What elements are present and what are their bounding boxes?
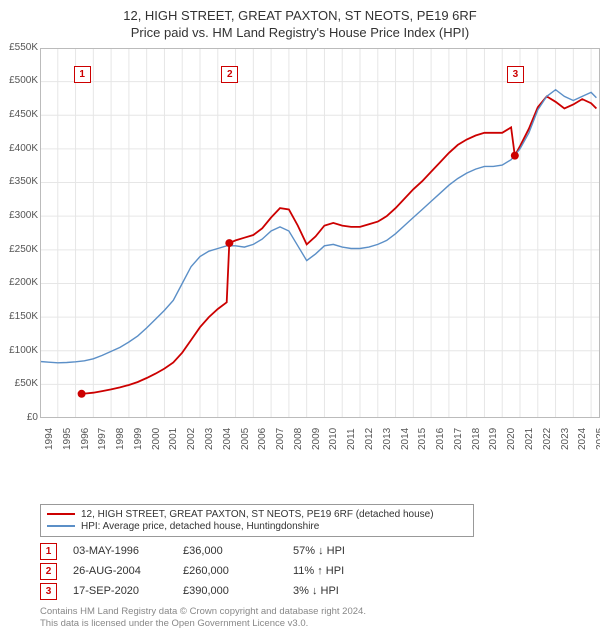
x-tick-label: 2008 [293,428,304,450]
title-line2: Price paid vs. HM Land Registry's House … [10,25,590,42]
event-row: 3 17-SEP-2020 £390,000 3% ↓ HPI [40,583,590,600]
chart-marker: 1 [74,66,91,83]
x-tick-label: 2012 [364,428,375,450]
y-tick-label: £100K [4,345,38,356]
x-tick-label: 2005 [240,428,251,450]
event-date: 03-MAY-1996 [73,545,183,557]
x-tick-label: 2020 [506,428,517,450]
chart-title: 12, HIGH STREET, GREAT PAXTON, ST NEOTS,… [10,8,590,42]
legend-label: HPI: Average price, detached house, Hunt… [81,521,319,532]
x-tick-label: 2014 [400,428,411,450]
y-tick-label: £500K [4,75,38,86]
x-axis-labels: 1994 1995 1996 1997 1998 1999 2000 2001 2002 2003… [40,418,590,458]
x-tick-label: 1998 [115,428,126,450]
x-tick-label: 2016 [435,428,446,450]
legend-item: 12, HIGH STREET, GREAT PAXTON, ST NEOTS,… [47,509,467,520]
x-tick-label: 2022 [542,428,553,450]
event-marker: 3 [40,583,57,600]
x-tick-label: 1994 [44,428,55,450]
y-tick-label: £0 [4,412,38,423]
x-tick-label: 2007 [275,428,286,450]
event-price: £260,000 [183,565,293,577]
x-tick-label: 2004 [222,428,233,450]
x-tick-label: 2024 [577,428,588,450]
chart-marker: 2 [221,66,238,83]
x-tick-label: 2015 [417,428,428,450]
event-row: 1 03-MAY-1996 £36,000 57% ↓ HPI [40,543,590,560]
x-tick-label: 1999 [133,428,144,450]
event-delta: 57% ↓ HPI [293,545,345,557]
legend-swatch [47,513,75,515]
x-tick-label: 1995 [62,428,73,450]
y-tick-label: £450K [4,109,38,120]
event-price: £390,000 [183,585,293,597]
legend-swatch [47,525,75,527]
event-delta: 11% ↑ HPI [293,565,344,577]
event-date: 17-SEP-2020 [73,585,183,597]
event-marker: 2 [40,563,57,580]
y-tick-label: £200K [4,277,38,288]
footer-line1: Contains HM Land Registry data © Crown c… [40,606,590,618]
chart-marker: 3 [507,66,524,83]
x-tick-label: 2017 [453,428,464,450]
x-tick-label: 2019 [488,428,499,450]
legend-label: 12, HIGH STREET, GREAT PAXTON, ST NEOTS,… [81,509,434,520]
y-tick-label: £300K [4,210,38,221]
x-tick-label: 1997 [97,428,108,450]
x-tick-label: 2011 [346,428,357,450]
x-tick-label: 2006 [257,428,268,450]
y-tick-label: £250K [4,244,38,255]
x-tick-label: 2009 [311,428,322,450]
y-tick-label: £50K [4,378,38,389]
x-tick-label: 2025 [595,428,600,450]
chart-svg [40,48,600,418]
event-date: 26-AUG-2004 [73,565,183,577]
x-tick-label: 2013 [382,428,393,450]
x-tick-label: 2000 [151,428,162,450]
chart: £0£50K£100K£150K£200K£250K£300K£350K£400… [40,48,600,418]
legend: 12, HIGH STREET, GREAT PAXTON, ST NEOTS,… [40,504,474,537]
event-delta: 3% ↓ HPI [293,585,339,597]
x-tick-label: 2023 [560,428,571,450]
x-tick-label: 2001 [168,428,179,450]
x-tick-label: 2003 [204,428,215,450]
legend-item: HPI: Average price, detached house, Hunt… [47,521,467,532]
x-tick-label: 2021 [524,428,535,450]
footer-line2: This data is licensed under the Open Gov… [40,618,590,630]
y-tick-label: £550K [4,42,38,53]
y-tick-label: £150K [4,311,38,322]
event-marker: 1 [40,543,57,560]
y-tick-label: £400K [4,143,38,154]
y-tick-label: £350K [4,176,38,187]
footer: Contains HM Land Registry data © Crown c… [40,606,590,630]
events-table: 1 03-MAY-1996 £36,000 57% ↓ HPI 2 26-AUG… [40,543,590,600]
x-tick-label: 2002 [186,428,197,450]
x-tick-label: 1996 [80,428,91,450]
x-tick-label: 2018 [471,428,482,450]
event-price: £36,000 [183,545,293,557]
x-tick-label: 2010 [328,428,339,450]
title-line1: 12, HIGH STREET, GREAT PAXTON, ST NEOTS,… [10,8,590,25]
event-row: 2 26-AUG-2004 £260,000 11% ↑ HPI [40,563,590,580]
